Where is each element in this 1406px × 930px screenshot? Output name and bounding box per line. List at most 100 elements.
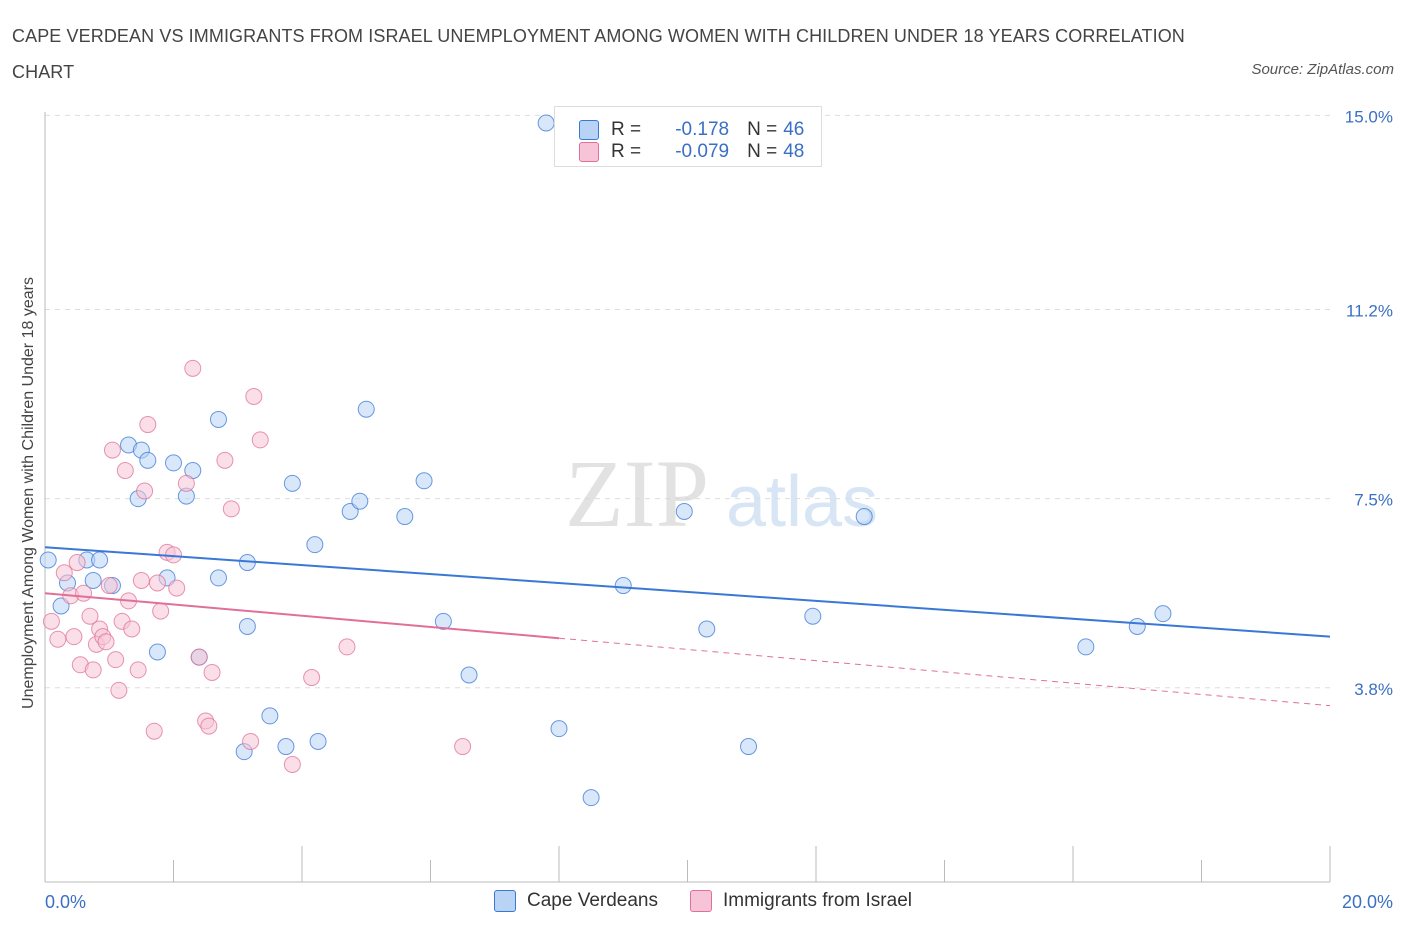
data-point [303, 669, 321, 687]
data-point [209, 569, 227, 587]
data-point [698, 620, 716, 638]
stats-legend-row-cape-verdeans: R = -0.178 N = 46 [579, 118, 804, 142]
data-point [148, 574, 166, 592]
data-point [168, 579, 186, 597]
data-point [123, 620, 141, 638]
watermark-atlas: atlas [726, 462, 878, 542]
data-point [245, 387, 263, 405]
data-point [306, 536, 324, 554]
israel-swatch [690, 890, 712, 912]
data-point [222, 500, 240, 518]
data-point [1128, 617, 1146, 635]
legend-label: Immigrants from Israel [723, 890, 912, 911]
data-point [434, 612, 452, 630]
y-axis-label: Unemployment Among Women with Children U… [20, 277, 37, 709]
data-point [338, 638, 356, 656]
data-point [100, 577, 118, 595]
data-point [203, 663, 221, 681]
data-point [145, 722, 163, 740]
r-label: R = [611, 141, 642, 162]
legend-label: Cape Verdeans [527, 890, 658, 911]
data-point [396, 508, 414, 526]
y-tick-label: 3.8% [1354, 680, 1393, 699]
data-point [804, 607, 822, 625]
y-tick-label: 15.0% [1345, 107, 1393, 126]
data-point [537, 114, 555, 132]
data-point [277, 738, 295, 756]
data-point [550, 720, 568, 738]
data-point [84, 571, 102, 589]
data-point [84, 661, 102, 679]
data-point [855, 508, 873, 526]
data-point [139, 416, 157, 434]
watermark: ZIP atlas [565, 440, 878, 547]
data-point [190, 648, 208, 666]
data-point [238, 617, 256, 635]
y-tick-label: 7.5% [1354, 491, 1393, 510]
stats-legend-row-israel: R = -0.079 N = 48 [579, 140, 804, 164]
legend-item-israel[interactable]: Immigrants from Israel [690, 890, 912, 912]
x-tick-label: 20.0% [1342, 892, 1393, 912]
data-point [740, 738, 758, 756]
data-point [132, 571, 150, 589]
data-point [200, 717, 218, 735]
data-point [251, 431, 269, 449]
data-point [351, 492, 369, 510]
data-point [454, 738, 472, 756]
watermark-zip: ZIP [565, 440, 709, 547]
data-point [148, 643, 166, 661]
data-point [283, 755, 301, 773]
data-point [1077, 638, 1095, 656]
n-label: N = [747, 119, 778, 140]
data-point [614, 577, 632, 595]
data-point [283, 474, 301, 492]
israel-swatch [579, 142, 599, 162]
data-point [136, 482, 154, 500]
data-point [103, 441, 121, 459]
r-label: R = [611, 119, 642, 140]
data-point [1154, 605, 1172, 623]
y-tick-label: 11.2% [1346, 302, 1393, 321]
data-point [139, 451, 157, 469]
axes [44, 112, 1331, 883]
data-point [49, 630, 67, 648]
trend-line [44, 546, 1331, 638]
data-point [582, 789, 600, 807]
data-point [177, 474, 195, 492]
trend-layer [44, 546, 1331, 707]
data-point [460, 666, 478, 684]
data-point [261, 707, 279, 725]
legend-item-cape-verdeans[interactable]: Cape Verdeans [494, 890, 658, 912]
data-point [165, 454, 182, 472]
n-label: N = [747, 141, 778, 162]
data-point [152, 602, 170, 620]
data-point [75, 584, 93, 602]
data-point [309, 732, 327, 750]
trend-line-extrapolated [558, 637, 1331, 707]
data-point [42, 612, 60, 630]
gridlines [45, 114, 1330, 689]
data-point [68, 554, 86, 572]
trend-line [44, 592, 560, 640]
data-point [209, 410, 227, 428]
data-point [216, 451, 234, 469]
data-point [39, 551, 57, 569]
data-point [184, 359, 202, 377]
cape-verdeans-swatch [494, 890, 516, 912]
data-point [81, 607, 99, 625]
data-point [65, 628, 83, 646]
data-point [129, 661, 147, 679]
data-point [110, 681, 128, 699]
chart-title: CAPE VERDEAN VS IMMIGRANTS FROM ISRAEL U… [12, 26, 1185, 82]
data-point [242, 732, 260, 750]
data-point [357, 400, 375, 418]
cape-verdeans-swatch [579, 120, 599, 140]
data-point [675, 502, 693, 520]
data-point [116, 462, 134, 480]
stats-legend: R = -0.178 N = 46 R = -0.079 N = 48 [554, 106, 822, 167]
data-point [55, 564, 73, 582]
data-point [415, 472, 433, 490]
points-layer [39, 114, 1172, 807]
data-point [97, 633, 115, 651]
